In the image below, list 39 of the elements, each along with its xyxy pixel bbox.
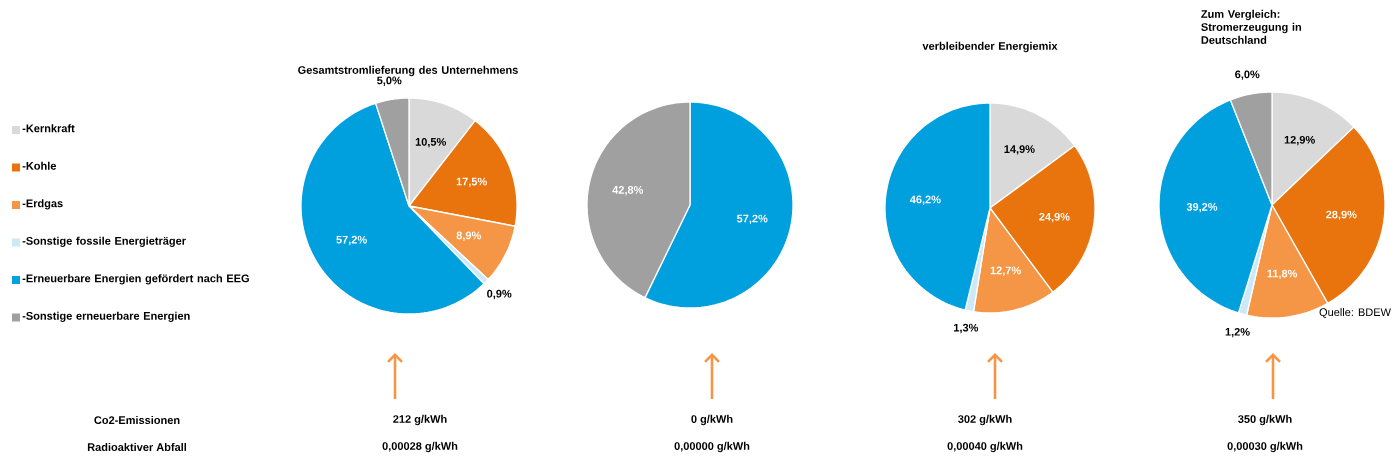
data-label: 39,2% [1186, 202, 1218, 213]
legend-label: -Kernkraft [22, 124, 75, 133]
text: 0,00000 g/kWh [674, 441, 750, 453]
legend-label: -Erdgas [22, 199, 63, 210]
data-label: 46,2% [909, 195, 941, 205]
text: 0,00028 g/kWh [382, 441, 458, 453]
text: 350 g/kWh [1238, 414, 1292, 426]
data-label: 1,2% [1225, 327, 1250, 338]
text: 212 g/kWh [393, 414, 447, 426]
chart-title: verbleibender Energiemix [922, 41, 1058, 53]
text: Radioaktiver Abfall [87, 442, 187, 452]
data-label: 12,9% [1284, 135, 1315, 146]
data-label: 6,0% [1235, 70, 1260, 80]
data-label: 1,3% [954, 323, 979, 334]
text: 0 g/kWh [691, 414, 733, 426]
data-label: 42,8% [612, 186, 644, 196]
legend-label: -Sonstige fossile Energieträger [22, 236, 186, 248]
legend-label: -Sonstige erneuerbare Energien [22, 311, 190, 323]
chart-title: Gesamtstromlieferung des Unternehmens [298, 65, 518, 77]
data-label: 17,5% [456, 177, 487, 188]
data-label: 0,9% [487, 289, 512, 300]
text: 0,00030 g/kWh [1227, 441, 1303, 453]
chart-title: Zum Vergleich: Stromerzeugung in Deutschland [1201, 9, 1302, 44]
source-note: Quelle: BDEW [1319, 307, 1391, 319]
data-label: 57,2% [736, 214, 768, 225]
text: 302 g/kWh [958, 414, 1012, 426]
legend-label: -Erneuerbare Energien gefördert nach EEG [22, 274, 249, 285]
data-label: 28,9% [1326, 210, 1357, 221]
text: 0,00040 g/kWh [947, 441, 1023, 453]
data-label: 12,7% [990, 266, 1021, 276]
data-label: 57,2% [336, 235, 367, 246]
data-label: 24,9% [1039, 212, 1070, 223]
data-label: 10,5% [415, 137, 446, 148]
data-label: 5,0% [377, 76, 402, 86]
text: Co2-Emissionen [94, 415, 180, 425]
data-label: 8,9% [456, 231, 482, 241]
data-label: 14,9% [1004, 145, 1035, 155]
data-label: 11,8% [1267, 269, 1298, 280]
legend-label: -Kohle [22, 161, 57, 170]
